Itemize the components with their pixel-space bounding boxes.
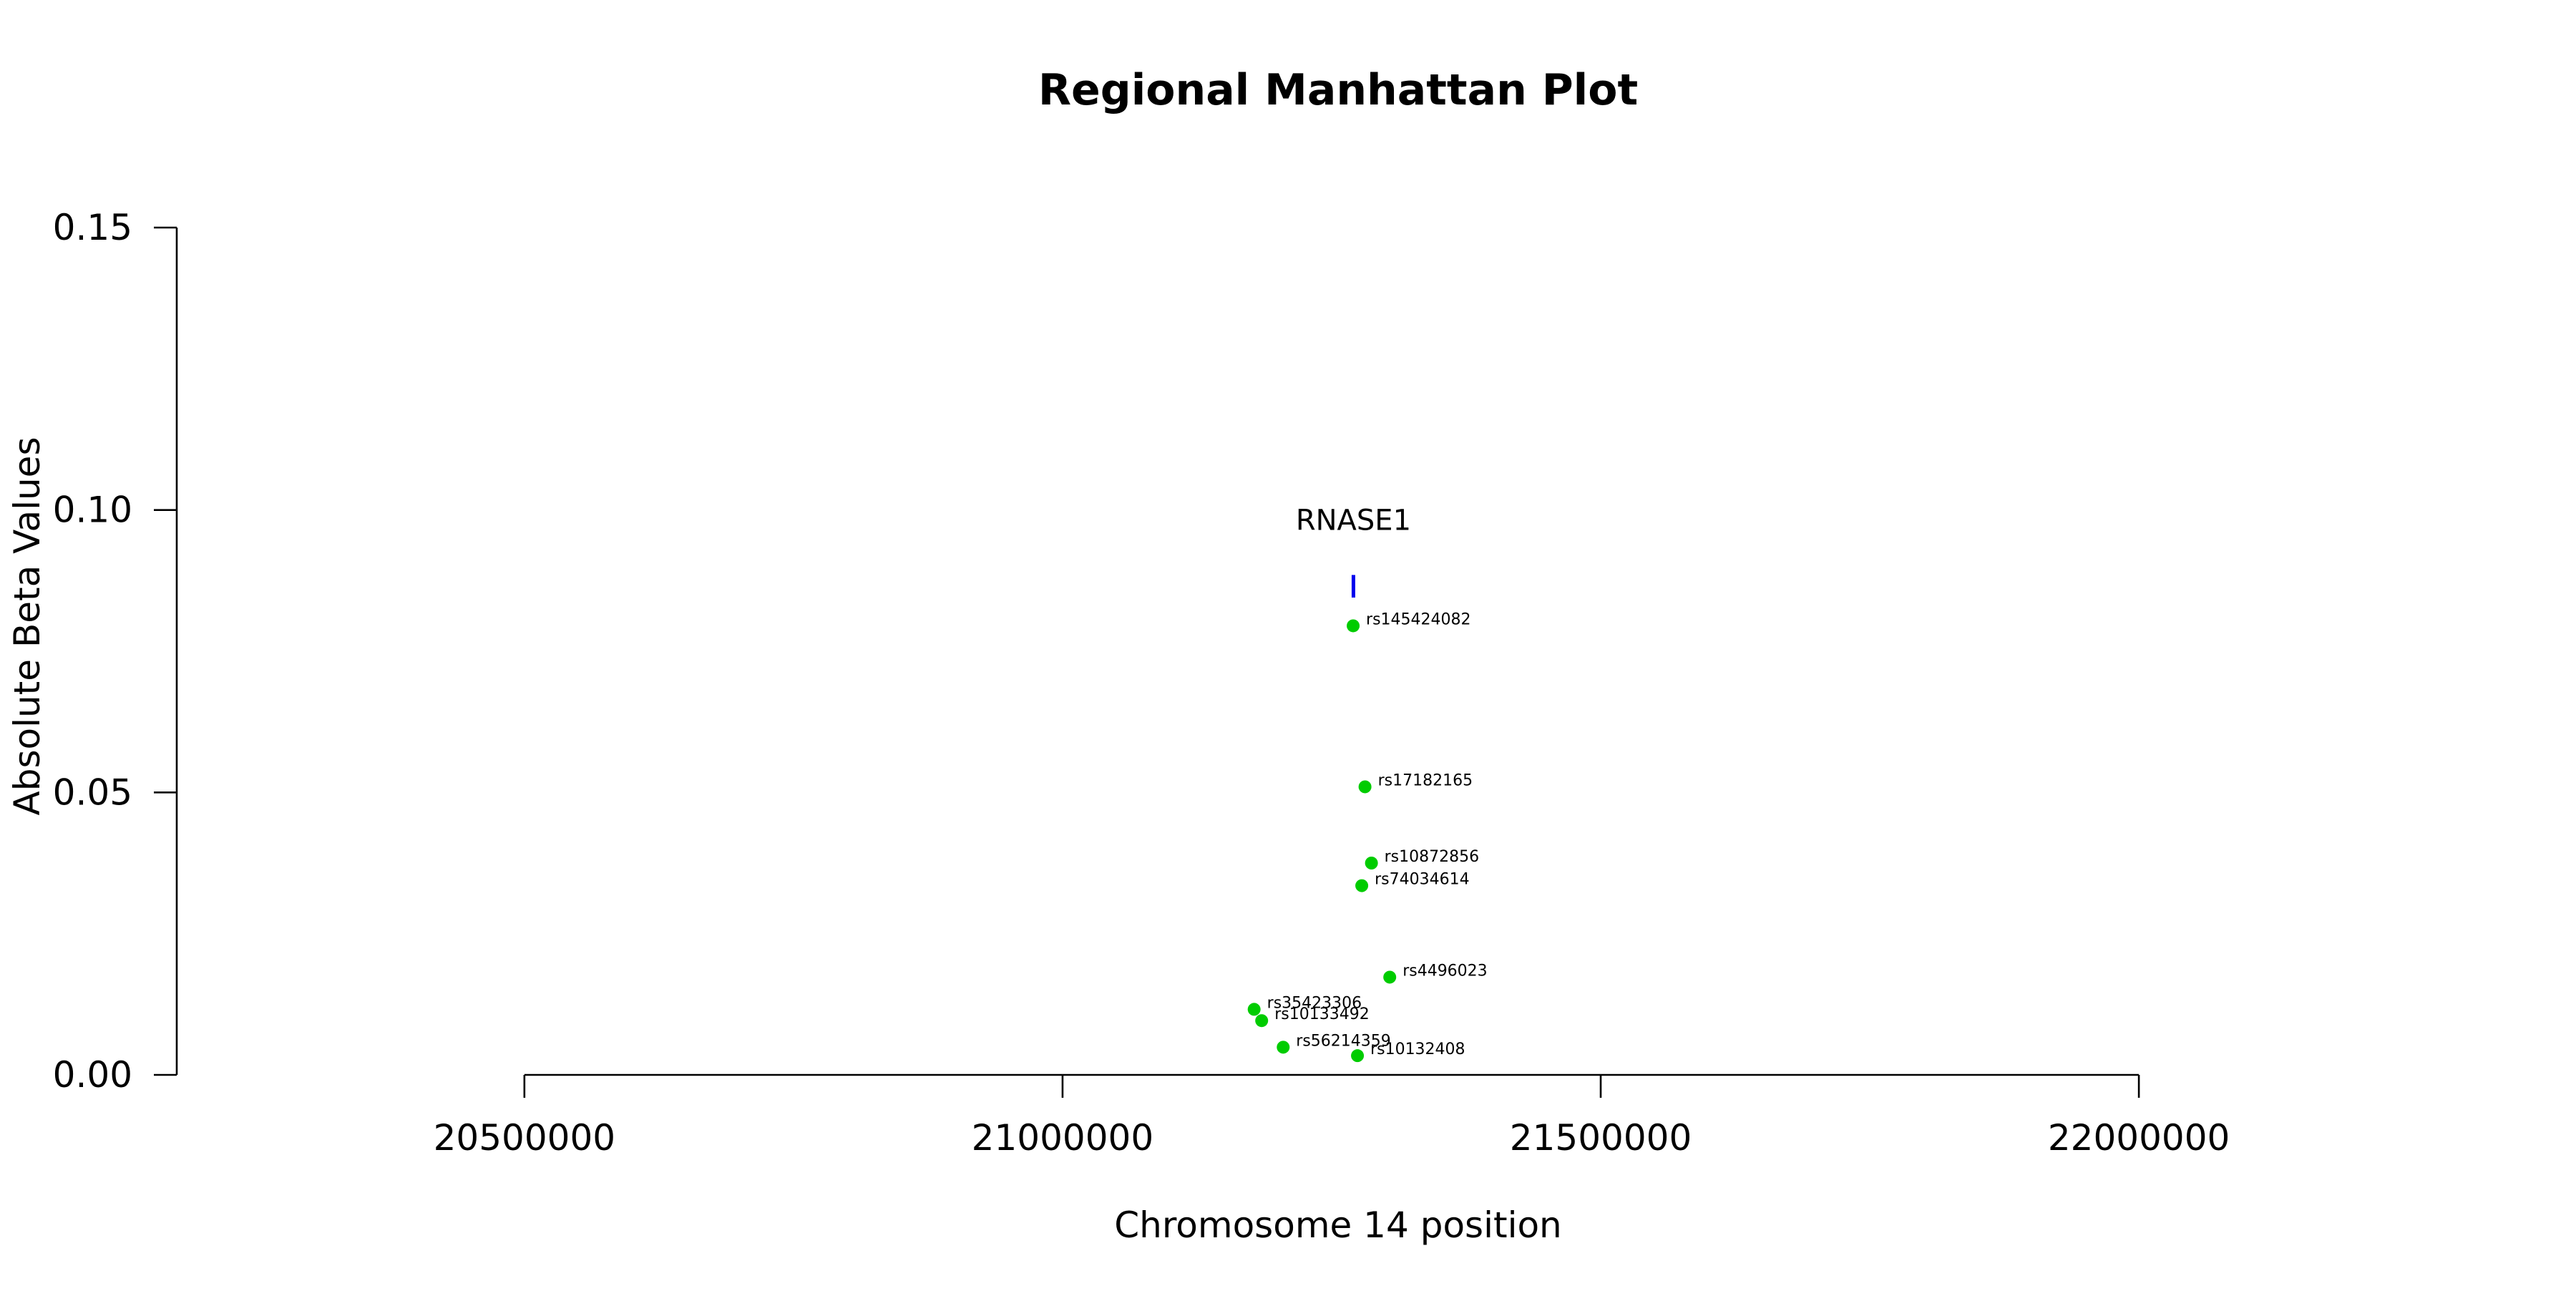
y-tick-label: 0.15 xyxy=(53,207,132,248)
snp-point xyxy=(1255,1014,1269,1028)
y-tick-label: 0.10 xyxy=(53,489,132,531)
y-ticks: 0.00 0.05 0.10 0.15 xyxy=(53,207,177,1096)
snp-label: rs17182165 xyxy=(1378,771,1473,789)
snp-point xyxy=(1277,1041,1290,1054)
snp-label: rs10872856 xyxy=(1385,848,1479,866)
snp-point xyxy=(1365,857,1378,869)
snp-label: rs74034614 xyxy=(1375,871,1469,889)
x-tick-label: 22000000 xyxy=(2048,1117,2230,1159)
gene-annotations: RNASE1 xyxy=(1296,505,1411,598)
x-tick-label: 21500000 xyxy=(1510,1117,1692,1159)
x-ticks: 20500000 21000000 21500000 22000000 xyxy=(434,1075,2230,1159)
snp-points: rs145424082 rs17182165 rs10872856 rs7403461… xyxy=(1247,610,1488,1063)
gene-marker xyxy=(1351,575,1355,598)
snp-label: rs4496023 xyxy=(1402,962,1488,980)
snp-point xyxy=(1351,1049,1365,1063)
y-tick-label: 0.05 xyxy=(53,771,132,813)
snp-label: rs145424082 xyxy=(1366,610,1470,628)
snp-label: rs10132408 xyxy=(1370,1041,1465,1058)
snp-label: rs10133492 xyxy=(1274,1005,1369,1023)
snp-point xyxy=(1358,780,1372,794)
snp-point xyxy=(1247,1003,1261,1016)
gene-label: RNASE1 xyxy=(1296,505,1411,537)
snp-point xyxy=(1355,879,1369,892)
y-axis-label: Absolute Beta Values xyxy=(6,437,48,816)
y-tick-label: 0.00 xyxy=(53,1054,132,1096)
chart-title: Regional Manhattan Plot xyxy=(1038,65,1638,115)
snp-point xyxy=(1383,970,1397,984)
snp-label: rs56214359 xyxy=(1296,1032,1390,1050)
x-tick-label: 21000000 xyxy=(972,1117,1154,1159)
snp-label: rs35423306 xyxy=(1267,994,1362,1012)
axes xyxy=(175,228,2140,1076)
x-axis-label: Chromosome 14 position xyxy=(1114,1204,1562,1246)
snp-point xyxy=(1347,619,1360,633)
x-tick-label: 20500000 xyxy=(434,1117,616,1159)
